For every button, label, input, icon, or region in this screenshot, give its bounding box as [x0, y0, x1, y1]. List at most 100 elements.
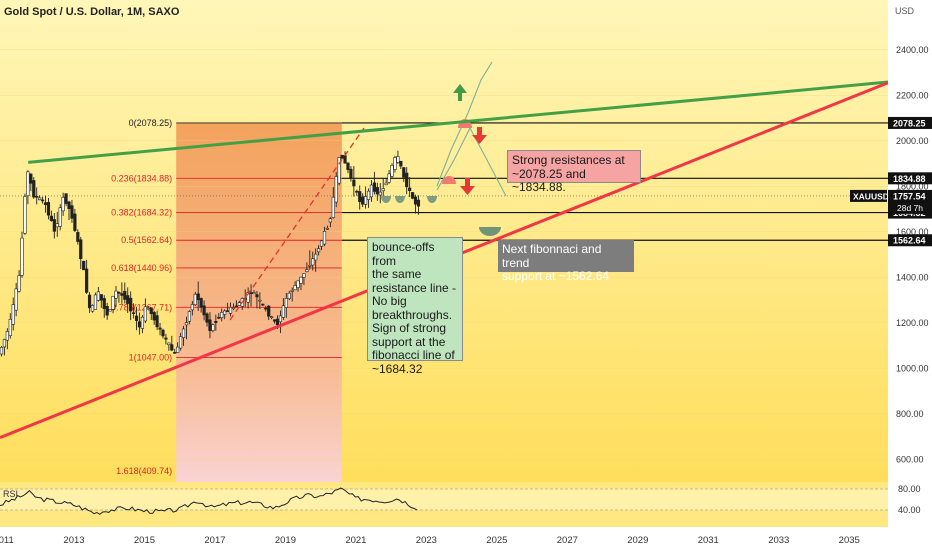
y-tick-label: 1400.00: [896, 272, 929, 282]
candle-body: [261, 303, 265, 306]
candle-body: [328, 218, 332, 223]
price-axis[interactable]: 600.00 800.00 1000.00 1200.00 1400.00 1600.00…: [896, 45, 929, 465]
annotation-support[interactable]: Next fibonnaci and trend support at ~156…: [498, 240, 634, 283]
candle-body: [134, 315, 139, 321]
candle-body: [402, 167, 406, 178]
candle-body: [281, 305, 285, 318]
price-tags: 2078.251834.881684.321562.64XAUUSD1757.5…: [850, 116, 932, 247]
candle-body: [410, 192, 415, 199]
candle-body: [340, 154, 344, 159]
candle-body: [375, 187, 379, 195]
candle-body: [93, 294, 98, 310]
candle-body: [302, 273, 306, 278]
candle-body: [32, 180, 36, 198]
candle-body: [331, 196, 335, 218]
arrow-down-icon-2: [460, 178, 475, 195]
y-tick-label: 2400.00: [896, 45, 929, 55]
candle-body: [187, 311, 192, 322]
candle-body: [132, 312, 136, 314]
support-cup-3: [427, 196, 437, 203]
candle-body: [325, 227, 330, 230]
candle-body: [123, 290, 127, 300]
candle-body: [284, 298, 288, 308]
candle-body: [0, 346, 4, 355]
candle-body: [108, 309, 112, 312]
candle-body: [366, 190, 371, 200]
candle-body: [140, 316, 145, 329]
candle-body: [296, 280, 300, 288]
candle-body: [38, 197, 42, 201]
candle-body: [267, 305, 271, 317]
candle-body: [217, 317, 221, 319]
candle-body: [390, 165, 394, 177]
candle-body: [99, 294, 103, 301]
candle-body: [96, 291, 100, 301]
fib-label: 0.786(1267.71): [111, 302, 172, 312]
candle-body: [396, 156, 400, 163]
price-tag: [888, 172, 932, 185]
x-tick-label: 2011: [0, 535, 14, 546]
candle-body: [76, 232, 80, 242]
candle-body: [372, 182, 377, 192]
support-cup-2: [395, 196, 405, 203]
candle-body: [102, 298, 106, 309]
x-tick-label: 2035: [839, 535, 860, 546]
candle-body: [205, 313, 209, 323]
candle-body: [67, 201, 71, 210]
candle-body: [361, 196, 365, 205]
candle-body: [49, 215, 53, 221]
candle-body: [322, 231, 327, 245]
candle-body: [170, 344, 174, 351]
time-axis[interactable]: 2011 2013 2015 2017 2019 2021 2023 2025 2027 2029…: [0, 535, 860, 546]
x-tick-label: 2033: [768, 535, 789, 546]
drawings: [229, 61, 507, 321]
support-cup-4: [479, 227, 501, 236]
candle-body: [405, 172, 409, 188]
candle-body: [90, 305, 95, 312]
x-tick-label: 2023: [416, 535, 437, 546]
arrow-up-icon: [453, 84, 467, 101]
candle-body: [58, 207, 62, 227]
time-axis-background: [0, 527, 932, 550]
candle-body: [8, 319, 12, 337]
candle-body: [196, 293, 200, 301]
candle-body: [337, 157, 341, 184]
candle-body: [20, 237, 24, 276]
candle-body: [299, 276, 303, 284]
candle-body: [393, 157, 397, 170]
candle-body: [363, 196, 368, 205]
fib-label: 0.236(1834.88): [111, 173, 172, 183]
candle-body: [114, 290, 118, 299]
candle-body: [167, 342, 171, 345]
green-trendline: [28, 80, 888, 164]
candle-body: [82, 260, 86, 271]
y-tick-label: 2000.00: [896, 136, 929, 146]
candle-body: [287, 292, 291, 300]
candle-body: [35, 195, 39, 198]
candle-body: [87, 294, 92, 309]
candle-body: [275, 318, 280, 326]
candle-body: [79, 239, 83, 260]
candle-body: [228, 306, 233, 314]
candle-body: [146, 307, 150, 310]
candle-body: [173, 352, 177, 354]
candle-body: [70, 205, 74, 219]
candle-body: [14, 288, 18, 311]
candle-body: [11, 304, 15, 325]
fib-label: 1.618(409.74): [116, 466, 172, 476]
candle-body: [223, 310, 227, 315]
candle-body: [264, 307, 268, 310]
candle-body: [73, 213, 77, 231]
candle-body: [23, 196, 27, 234]
annotation-resistances[interactable]: Strong resistances at ~2078.25 and ~1834…: [507, 150, 641, 194]
candle-body: [120, 293, 124, 296]
candle-body: [40, 199, 45, 202]
price-axis-background: [888, 0, 932, 527]
candle-body: [164, 337, 168, 340]
candle-body: [381, 188, 385, 192]
annotation-bounce[interactable]: bounce-offs from the same resistance lin…: [367, 237, 463, 375]
candle-body: [2, 339, 7, 348]
y-tick-label: 1000.00: [896, 363, 929, 373]
rsi-line: [0, 487, 418, 515]
candle-body: [208, 319, 212, 331]
